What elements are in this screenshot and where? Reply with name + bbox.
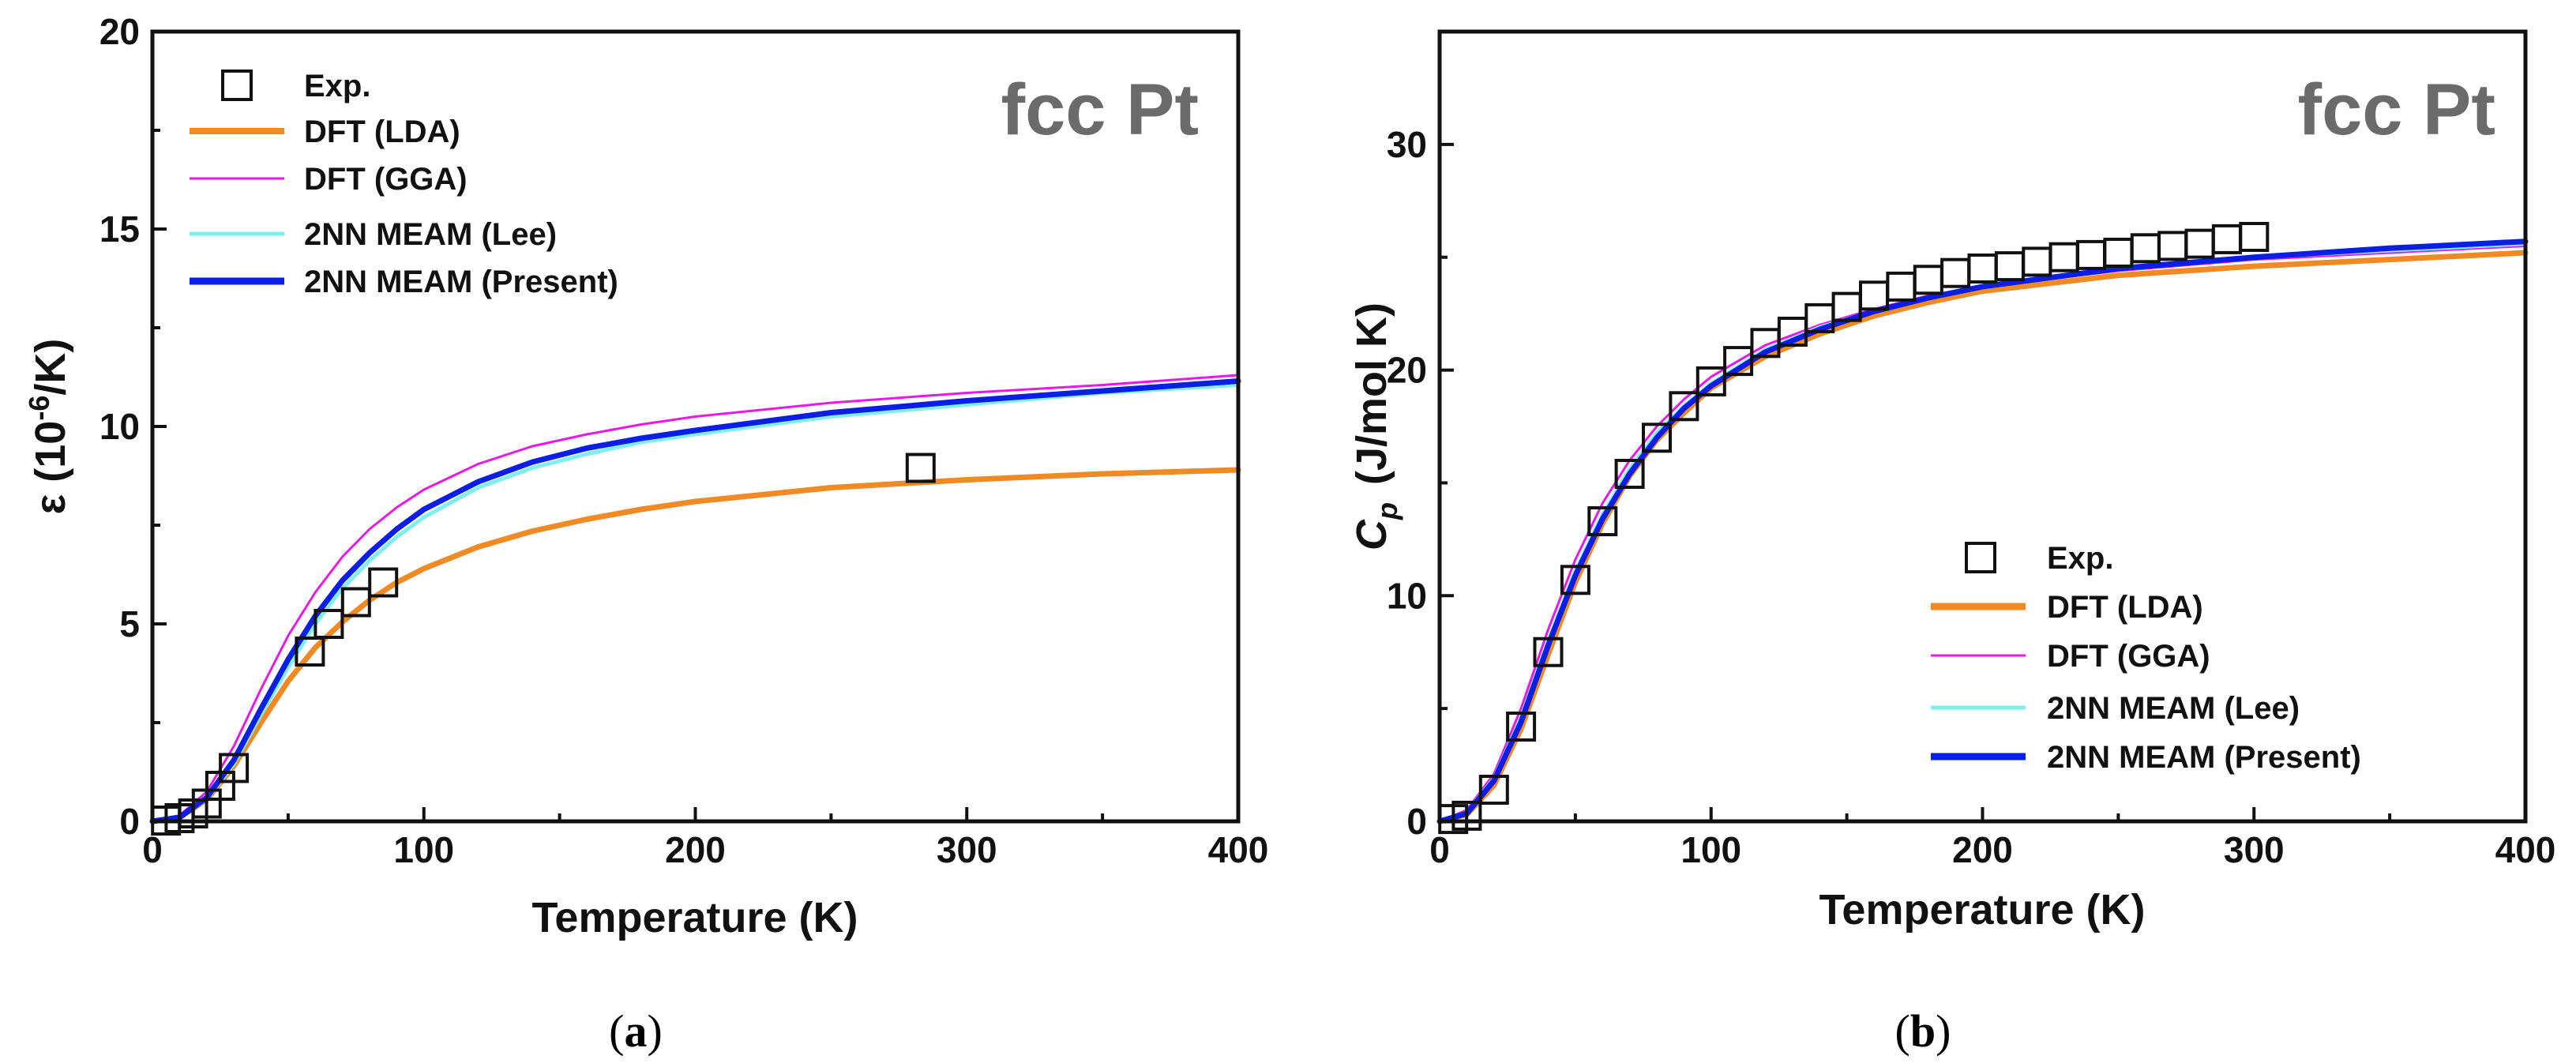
- panel-b-exp-markers: [1438, 222, 2270, 835]
- panel-a-thermal-expansion-chart: 0 100 200 300 400 0 5 10 15 20 fcc Pt Exp. DFT (L…: [23, 11, 1268, 1057]
- panel-b-exp-point: [2022, 246, 2052, 277]
- panel-a-exp-point: [314, 609, 344, 639]
- panel-b-exp-point: [1886, 271, 1917, 302]
- panel-b-y-axis-title: Cp(J/mol K): [1348, 302, 1403, 550]
- legend-a-exp-marker: [221, 69, 253, 101]
- panel-b-exp-point: [1642, 423, 1672, 453]
- panel-b-exp-point: [1587, 506, 1618, 536]
- panel-b-caption: (b): [1895, 1005, 1951, 1057]
- legend-b-lee-label: 2NN MEAM (Lee): [2047, 691, 2300, 726]
- panel-b-x-tick-label: 400: [2495, 829, 2556, 870]
- panel-b-legend: Exp. DFT (LDA) DFT (GGA) 2NN MEAM (Lee) …: [1931, 541, 2361, 775]
- legend-b-exp-marker: [1965, 542, 1996, 573]
- panel-a-exp-point: [295, 637, 325, 667]
- panel-b-series-2nn-meam-lee: [1437, 242, 2528, 824]
- legend-b-gga-label: DFT (GGA): [2047, 639, 2210, 674]
- panel-a-ticks: 0 100 200 300 400 0 5 10 15 20: [100, 11, 1269, 870]
- panel-b-plot-frame: [1437, 29, 2528, 824]
- panel-b-exp-point: [1913, 265, 1943, 295]
- panel-a-exp-markers: [151, 453, 936, 836]
- panel-a-y-tick-label: 20: [100, 11, 140, 52]
- panel-b-exp-point: [2076, 239, 2106, 270]
- panel-a-exp-point: [340, 587, 371, 618]
- legend-b-lda-label: DFT (LDA): [2047, 590, 2203, 625]
- panel-a-x-tick-label: 100: [393, 829, 454, 870]
- panel-b-annotation: fcc Pt: [2297, 69, 2495, 150]
- panel-b-y-tick-label: 10: [1387, 575, 1427, 616]
- panel-a-exp-point: [905, 453, 936, 483]
- panel-a-y-tick-label: 5: [119, 603, 140, 644]
- panel-a-x-tick-label: 0: [142, 829, 163, 870]
- panel-b-x-tick-label: 200: [1952, 829, 2013, 870]
- panel-b-exp-point: [1614, 459, 1645, 489]
- panel-b-exp-point: [1533, 637, 1564, 667]
- legend-a-lee-label: 2NN MEAM (Lee): [304, 217, 557, 252]
- panel-b-x-tick-label: 300: [2224, 829, 2285, 870]
- panel-a-y-tick-label: 0: [119, 801, 140, 842]
- panel-b-series-lines: [1436, 239, 2529, 824]
- panel-a-x-tick-label: 400: [1208, 829, 1269, 870]
- panel-b-exp-point: [1560, 565, 1590, 595]
- panel-b-exp-point: [1994, 251, 2025, 282]
- panel-b-x-tick-label: 100: [1680, 829, 1741, 870]
- panel-a-y-tick-label: 10: [100, 406, 140, 447]
- panel-a-y-axis-title: ε (10-6/K): [23, 339, 74, 515]
- panel-a-x-axis-title: Temperature (K): [531, 894, 858, 941]
- panel-b-exp-point: [2103, 238, 2134, 268]
- legend-a-present-label: 2NN MEAM (Present): [304, 265, 618, 299]
- panel-b-exp-point: [2184, 228, 2215, 259]
- panel-b-exp-point: [2239, 222, 2270, 252]
- panel-a-legend: Exp. DFT (LDA) DFT (GGA) 2NN MEAM (Lee) …: [190, 69, 618, 299]
- panel-b-y-tick-label: 20: [1387, 350, 1427, 391]
- legend-a-lda-label: DFT (LDA): [304, 115, 460, 149]
- panel-b-series-2nn-meam-present: [1436, 239, 2529, 824]
- panel-b-exp-point: [1695, 366, 1726, 396]
- panel-b-ticks: 0 100 200 300 400 0 10 20 30: [1387, 30, 2556, 870]
- panel-a-series-2nn-meam-present: [149, 378, 1241, 824]
- panel-b-exp-point: [1859, 280, 1889, 311]
- panel-a-y-tick-label: 15: [100, 208, 140, 250]
- legend-b-present-label: 2NN MEAM (Present): [2047, 740, 2361, 775]
- panel-b-exp-point: [1506, 712, 1537, 742]
- panel-a-exp-point: [219, 753, 250, 783]
- panel-b-heat-capacity-chart: 0 100 200 300 400 0 10 20 30 fcc Pt Exp. DFT (LD…: [1348, 29, 2556, 1057]
- panel-b-y-tick-label: 30: [1387, 124, 1427, 165]
- legend-a-gga-label: DFT (GGA): [304, 162, 468, 197]
- panel-b-exp-point: [1451, 800, 1482, 831]
- panel-a-series-dft-gga: [151, 374, 1240, 823]
- panel-b-exp-point: [2211, 223, 2242, 254]
- panel-a-annotation: fcc Pt: [1001, 69, 1199, 150]
- panel-a-series-lines: [149, 374, 1241, 824]
- panel-a-caption: (a): [609, 1005, 663, 1057]
- panel-b-exp-point: [1669, 391, 1699, 422]
- panel-a-x-tick-label: 300: [937, 829, 997, 870]
- panel-b-exp-point: [1940, 257, 1971, 288]
- panel-a-plot-frame: [150, 29, 1241, 824]
- panel-a-series-dft-lda: [149, 467, 1241, 824]
- panel-b-exp-point: [1723, 346, 1754, 377]
- panel-b-x-tick-label: 0: [1429, 829, 1450, 870]
- panel-b-exp-point: [2157, 231, 2188, 261]
- panel-b-series-dft-lda: [1436, 250, 2529, 824]
- panel-b-exp-point: [1967, 254, 1998, 284]
- panel-b-x-axis-title: Temperature (K): [1819, 886, 2145, 933]
- panel-b-exp-point: [1478, 775, 1509, 805]
- legend-a-exp-label: Exp.: [304, 69, 370, 103]
- panel-b-exp-point: [2048, 242, 2079, 272]
- panel-b-exp-point: [2130, 233, 2161, 264]
- panel-a-x-tick-label: 200: [665, 829, 726, 870]
- panel-a-series-2nn-meam-lee: [150, 383, 1241, 824]
- panel-a-exp-point: [368, 567, 399, 598]
- panel-b-y-tick-label: 0: [1406, 801, 1427, 842]
- legend-b-exp-label: Exp.: [2047, 541, 2113, 576]
